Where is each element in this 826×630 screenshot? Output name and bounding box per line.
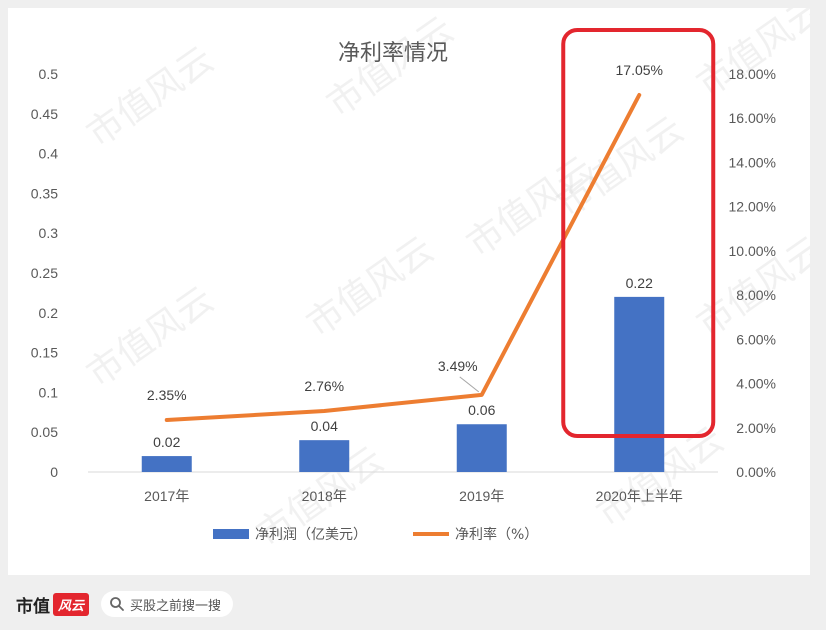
left-tick-label: 0 [50, 464, 58, 480]
highlight-box [561, 28, 716, 438]
x-tick-label: 2017年 [144, 488, 189, 504]
left-tick-label: 0.4 [39, 146, 59, 162]
x-tick-label: 2020年上半年 [596, 488, 683, 504]
left-tick-label: 0.5 [39, 66, 59, 82]
right-axis: 0.00% 2.00% 4.00% 6.00% 8.00% 10.00% 12.00% 14.… [729, 66, 776, 480]
right-tick-label: 2.00% [736, 420, 776, 436]
legend-label: 净利润（亿美元） [255, 527, 367, 543]
watermark-text: 市值风云 [300, 229, 441, 345]
right-tick-label: 4.00% [736, 376, 776, 392]
label-leader-line [459, 376, 480, 393]
watermark-text: 市值风云 [320, 9, 461, 125]
left-tick-label: 0.15 [31, 345, 58, 361]
footer-bar: 市值 风云 买股之前搜一搜 [0, 578, 826, 630]
right-tick-label: 18.00% [729, 66, 776, 82]
bar [141, 456, 192, 472]
bar [614, 296, 665, 472]
line-data-label: 2.35% [147, 387, 187, 403]
right-tick-label: 6.00% [736, 331, 776, 347]
bar [456, 424, 507, 472]
x-tick-label: 2019年 [459, 488, 504, 504]
right-tick-label: 8.00% [736, 287, 776, 303]
bar-data-label: 0.02 [153, 434, 180, 450]
line-path [164, 93, 642, 423]
search-icon [110, 597, 124, 611]
left-tick-label: 0.2 [39, 305, 59, 321]
legend: 净利润（亿美元） 净利率（%） [213, 526, 538, 543]
left-tick-label: 0.35 [31, 185, 58, 201]
right-tick-label: 0.00% [736, 464, 776, 480]
left-tick-label: 0.1 [39, 384, 59, 400]
bar-data-label: 0.22 [626, 275, 653, 291]
watermark-text: 市值风云 [80, 39, 221, 155]
x-axis: 2017年 2018年 2019年 2020年上半年 [144, 488, 683, 504]
watermark-text: 市值风云 [690, 8, 810, 105]
bar-data-label: 0.04 [311, 418, 338, 434]
search-box[interactable]: 买股之前搜一搜 [101, 591, 234, 617]
watermark-text: 市值风云 [80, 279, 221, 395]
left-axis: 0 0.05 0.1 0.15 0.2 0.25 0.3 0.35 0.4 0.45 0.5 [31, 66, 58, 480]
brand-mark: 风云 [53, 592, 90, 616]
right-tick-label: 16.00% [729, 110, 776, 126]
brand-name: 市值 [16, 596, 50, 617]
bar [299, 440, 350, 472]
left-tick-label: 0.25 [31, 265, 58, 281]
bar-series: 0.02 0.04 0.06 0.22 [141, 275, 665, 472]
line-data-label: 2.76% [304, 378, 344, 394]
right-tick-label: 12.00% [729, 199, 776, 215]
left-tick-label: 0.45 [31, 106, 58, 122]
left-tick-label: 0.3 [39, 225, 59, 241]
brand-logo[interactable]: 市值 风云 [16, 592, 90, 617]
right-tick-label: 10.00% [729, 243, 776, 259]
line-series: 2.35% 2.76% 3.49% 17.05% [147, 62, 663, 423]
chart-card: 市值风云 市值风云 市值风云 市值风云 市值风云 市值风云 市值风云 市值风云 市值风云 市值风云… [8, 8, 810, 575]
legend-swatch-bar [213, 529, 249, 539]
x-tick-label: 2018年 [302, 488, 347, 504]
left-tick-label: 0.05 [31, 424, 58, 440]
right-tick-label: 14.00% [729, 154, 776, 170]
search-text: 买股之前搜一搜 [130, 598, 222, 614]
line-data-label: 17.05% [616, 62, 663, 78]
bar-data-label: 0.06 [468, 402, 495, 418]
line-data-label: 3.49% [438, 358, 478, 374]
legend-label: 净利率（%） [455, 526, 538, 543]
chart-title: 净利率情况 [338, 41, 448, 66]
